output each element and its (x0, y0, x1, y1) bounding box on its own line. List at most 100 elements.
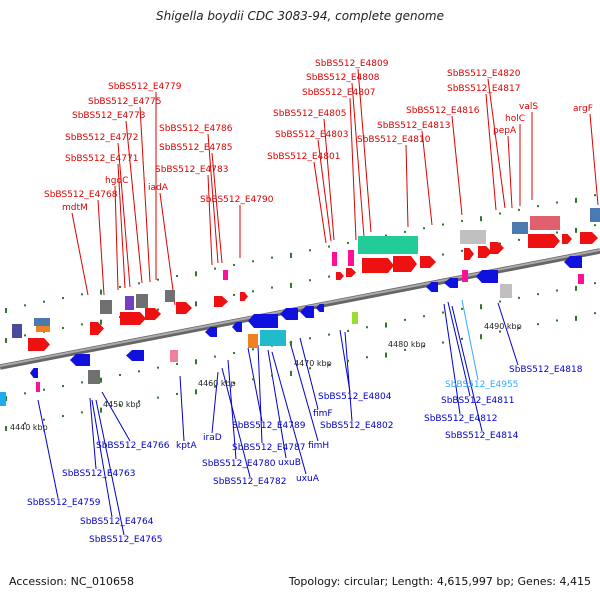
gene-leader-bottom (89, 397, 97, 470)
inner-track-dot-top (271, 286, 273, 289)
gene-leader-bottom (267, 349, 287, 459)
inner-track-dot-bottom (499, 300, 501, 303)
gene-feature-arrow (28, 338, 50, 351)
inner-track-dot-top (100, 319, 102, 325)
gene-feature-arrow (120, 312, 146, 325)
inner-track-dot-bottom (214, 355, 216, 358)
tick-label-4440: 4440 kbp (10, 423, 48, 432)
gene-leader-top (211, 152, 223, 264)
gene-leader-bottom (257, 344, 263, 444)
gene-label-top: holC (505, 114, 525, 124)
outer-track-dot (176, 274, 178, 277)
gene-leader-top (507, 135, 513, 209)
gene-feature-box (578, 274, 584, 284)
inner-track-dot-top (594, 224, 596, 227)
gene-leader-top (357, 68, 372, 233)
outer-track-dot (43, 300, 45, 303)
outer-track-dot-bottom (556, 319, 558, 322)
gene-feature-arrow (564, 256, 582, 268)
gene-feature-arrow (336, 272, 344, 280)
outer-track-dot-bottom (157, 396, 159, 399)
outer-track-dot (195, 271, 197, 277)
gene-feature-box (12, 324, 22, 338)
gene-feature-box (462, 270, 468, 282)
gene-label-top: argF (573, 104, 593, 114)
inner-track-dot-top (195, 301, 197, 307)
gene-leader-bottom (211, 371, 219, 434)
gene-feature-arrow (346, 268, 356, 277)
outer-track-dot (537, 205, 539, 208)
inner-track-dot-top (556, 231, 558, 234)
gene-label-bottom: fimH (308, 441, 329, 451)
gene-feature-arrow (528, 234, 560, 248)
gene-leader-top (159, 192, 176, 306)
outer-track-dot-bottom (442, 341, 444, 344)
gene-feature-arrow (126, 350, 144, 361)
outer-track-dot (24, 304, 26, 307)
map-title: Shigella boydii CDC 3083-94, complete ge… (155, 9, 445, 23)
gene-leader-top (349, 97, 357, 241)
gene-feature-box (530, 216, 560, 230)
gene-leader-bottom (37, 399, 59, 499)
outer-track-dot-bottom (100, 407, 102, 413)
outer-track-dot (290, 252, 292, 258)
gene-leader-bottom (91, 399, 113, 518)
inner-track-dot-bottom (385, 322, 387, 328)
inner-track-dot-top (81, 323, 83, 326)
inner-track-dot-bottom (252, 348, 254, 351)
outer-track-dot-bottom (233, 381, 235, 384)
gene-label-bottom: fimF (313, 409, 333, 419)
gene-label-bottom: SbBS512_E4782 (213, 477, 286, 487)
gene-feature-arrow (248, 314, 278, 328)
outer-track-dot (480, 216, 482, 222)
outer-track-dot (328, 245, 330, 248)
gene-leader-top (405, 144, 409, 228)
gene-label-top: SbBS512_E4817 (447, 84, 520, 94)
gene-label-top: SbBS512_E4808 (306, 73, 380, 83)
gene-leader-top (451, 115, 463, 216)
kbp-ticks: 4440 kbp 4450 kbp 4460 kbp 4470 kbp 4480… (10, 322, 522, 432)
gene-feature-arrow (232, 322, 242, 332)
gene-feature-box (36, 382, 40, 392)
gene-leader-top (317, 139, 332, 242)
outer-track-dot-bottom (62, 415, 64, 418)
gene-feature-arrow (30, 368, 38, 378)
inner-track-dot-bottom (309, 337, 311, 340)
gene-leader-top (323, 118, 335, 241)
outer-track-dot (347, 241, 349, 244)
gene-feature-box (590, 208, 600, 222)
gene-leader-bottom (443, 303, 461, 415)
gene-feature-arrow (420, 256, 436, 268)
tick-label-4460: 4460 kbp (198, 379, 236, 388)
gene-feature-arrow (205, 327, 217, 337)
gene-feature-box (125, 296, 134, 310)
gene-feature-box (170, 350, 178, 362)
gene-label-bottom: SbBS512_E4811 (441, 396, 514, 406)
genome-backbone (0, 248, 600, 370)
gene-feature-box (500, 284, 512, 298)
gene-feature-arrow (580, 232, 598, 244)
gene-label-top: SbBS512_E4805 (273, 109, 346, 119)
inner-track-dot-bottom (24, 392, 26, 395)
inner-track-dot-bottom (404, 318, 406, 321)
gene-feature-box (352, 312, 358, 324)
gene-leader-top (207, 133, 219, 264)
gene-leader-bottom (447, 301, 471, 397)
backbone-highlight (0, 249, 600, 367)
gene-leader-bottom (101, 391, 131, 442)
gene-leader-top (114, 185, 119, 291)
outer-track-dot-bottom (214, 385, 216, 388)
gene-leader-bottom (247, 347, 263, 422)
gene-label-top: SbBS512_E4810 (357, 135, 431, 145)
inner-track-dot-bottom (157, 366, 159, 369)
outer-track-dot-bottom (195, 389, 197, 395)
inner-track-dot-bottom (100, 377, 102, 383)
gene-feature-arrow (214, 296, 228, 307)
gene-feature-box (348, 250, 354, 266)
outer-track-dot-bottom (43, 418, 45, 421)
gene-label-top: hgdC (105, 176, 128, 186)
gene-leader-top (139, 106, 151, 283)
gene-label-top: SbBS512_E4807 (302, 88, 375, 98)
gene-leader-top (485, 93, 497, 211)
gene-label-top: SbBS512_E4779 (108, 82, 182, 92)
